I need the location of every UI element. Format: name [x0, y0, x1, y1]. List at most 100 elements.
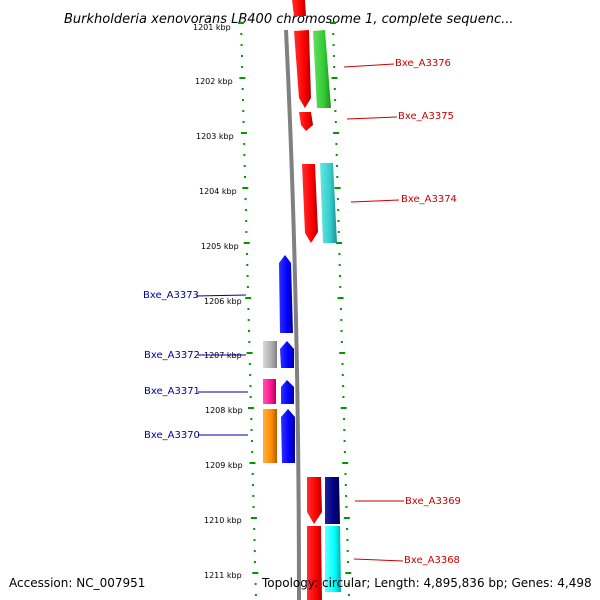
ruler-dot — [343, 451, 346, 453]
kbp-label: 1204 kbp — [199, 187, 237, 196]
ruler-dot — [252, 484, 254, 486]
ruler-dot — [342, 396, 345, 398]
ruler-ticks — [238, 22, 352, 596]
gene-label-bxe-a3373[interactable]: Bxe_A3373 — [143, 290, 199, 301]
gene-arrow-bxe-a3368[interactable] — [307, 526, 322, 600]
ruler-dot — [252, 572, 259, 574]
ruler-dot — [242, 99, 244, 101]
ruler-dot — [248, 330, 250, 332]
ruler-dot — [334, 121, 337, 123]
gene-arrow-bxe-a3375[interactable] — [299, 112, 313, 131]
gene-arrow-bxe-a3372-companion[interactable] — [263, 341, 277, 368]
ruler-dot — [250, 429, 253, 431]
ruler-dot — [242, 121, 245, 123]
gene-arrow-bxe-a3369[interactable] — [307, 477, 322, 524]
ruler-dot — [240, 55, 243, 57]
ruler-dot — [254, 583, 257, 585]
ruler-dot — [247, 308, 250, 310]
ruler-dot — [332, 33, 335, 35]
ruler-dot — [243, 154, 246, 156]
ruler-dot — [244, 198, 247, 200]
gene-arrow-bxe-a3376[interactable] — [294, 30, 311, 108]
gene-arrow-bxe-a3370-companion[interactable] — [263, 409, 277, 463]
ruler-dot — [345, 506, 348, 508]
ruler-dot — [343, 429, 346, 431]
ruler-dot — [250, 440, 253, 442]
ruler-dot — [340, 330, 343, 332]
gene-label-bxe-a3375[interactable]: Bxe_A3375 — [398, 111, 454, 122]
ruler-dot — [241, 88, 244, 90]
ruler-dot — [247, 319, 250, 321]
gene-arrow-bxe-a3372[interactable] — [280, 341, 294, 368]
ruler-dot — [336, 165, 338, 167]
gene-label-bxe-a3372[interactable]: Bxe_A3372 — [144, 350, 200, 361]
kbp-axis: 1202 kbp 1203 kbp 1204 kbp 1205 kbp 1206… — [195, 77, 243, 580]
ruler-dot — [249, 396, 252, 398]
ruler-dot — [245, 220, 248, 222]
ruler-dot — [246, 253, 248, 255]
kbp-label: 1211 kbp — [204, 571, 242, 580]
kbp-label: 1202 kbp — [195, 77, 233, 86]
gene-label-bxe-a3371[interactable]: Bxe_A3371 — [144, 386, 200, 397]
kbp-label: 1205 kbp — [201, 242, 239, 251]
map-title: Burkholderia xenovorans LB400 chromosome… — [64, 12, 514, 27]
ruler-dot — [336, 176, 339, 178]
gene-arrow-bxe-a3368-companion[interactable] — [325, 526, 341, 592]
ruler-dot — [337, 297, 344, 299]
gene-label-bxe-a3368[interactable]: Bxe_A3368 — [404, 555, 460, 566]
ruler-dot — [344, 484, 347, 486]
ruler-dot — [240, 132, 247, 134]
gene-label-bxe-a3376[interactable]: Bxe_A3376 — [395, 58, 451, 69]
ruler-dot — [347, 583, 350, 585]
gene-label-bxe-a3369[interactable]: Bxe_A3369 — [405, 496, 461, 507]
ruler-dot — [246, 352, 253, 354]
ruler-dot — [331, 77, 338, 79]
ruler-dot — [243, 165, 246, 167]
ruler-dot — [240, 44, 243, 46]
ruler-dot — [341, 374, 344, 376]
ruler-dot — [330, 22, 336, 24]
ruler-dot — [246, 275, 249, 277]
ruler-dot — [340, 319, 343, 321]
ruler-dot — [250, 418, 253, 420]
ruler-dot — [254, 594, 257, 596]
ruler-dot — [244, 209, 247, 211]
ruler-dot — [243, 143, 246, 145]
gene-label-bxe-a3370[interactable]: Bxe_A3370 — [144, 430, 200, 441]
ruler-dot — [338, 253, 341, 255]
gene-arrow[interactable] — [292, 0, 306, 16]
ruler-dot — [339, 352, 346, 354]
ruler-dot — [245, 231, 248, 233]
ruler-dot — [339, 275, 341, 277]
ruler-dot — [339, 308, 342, 310]
leader-line — [343, 63, 395, 68]
gene-arrow-bxe-a3370[interactable] — [281, 409, 295, 463]
gene-arrow-bxe-a3376-companion[interactable] — [313, 30, 331, 108]
ruler-dot — [239, 77, 246, 79]
ruler-dot — [334, 110, 337, 112]
gene-arrow-bxe-a3373[interactable] — [279, 255, 293, 333]
leader-line — [350, 199, 400, 203]
ruler-dot — [335, 143, 338, 145]
leader-line — [346, 116, 398, 120]
leader-line — [353, 558, 404, 562]
ruler-dot — [344, 473, 347, 475]
ruler-dot — [346, 528, 349, 530]
gene-arrow-bxe-a3369-companion[interactable] — [325, 477, 340, 524]
ruler-dot — [346, 539, 349, 541]
gene-arrow-bxe-a3371-companion[interactable] — [263, 379, 276, 404]
ruler-dot — [250, 517, 257, 519]
ruler-dot — [243, 242, 250, 244]
ruler-dot — [252, 495, 255, 497]
ruler-dot — [343, 418, 345, 420]
ruler-dot — [253, 539, 256, 541]
gene-arrow-bxe-a3374[interactable] — [302, 164, 318, 243]
gene-arrow-bxe-a3374-companion[interactable] — [320, 163, 337, 243]
ruler-dot — [252, 506, 255, 508]
gene-arrow-bxe-a3371[interactable] — [281, 380, 294, 404]
reverse-gene-labels: Bxe_A3373 Bxe_A3372 Bxe_A3371 Bxe_A3370 — [143, 290, 248, 441]
ruler-dot — [332, 55, 335, 57]
ruler-dot — [346, 550, 349, 552]
ruler-dot — [254, 561, 256, 563]
gene-label-bxe-a3374[interactable]: Bxe_A3374 — [401, 194, 457, 205]
